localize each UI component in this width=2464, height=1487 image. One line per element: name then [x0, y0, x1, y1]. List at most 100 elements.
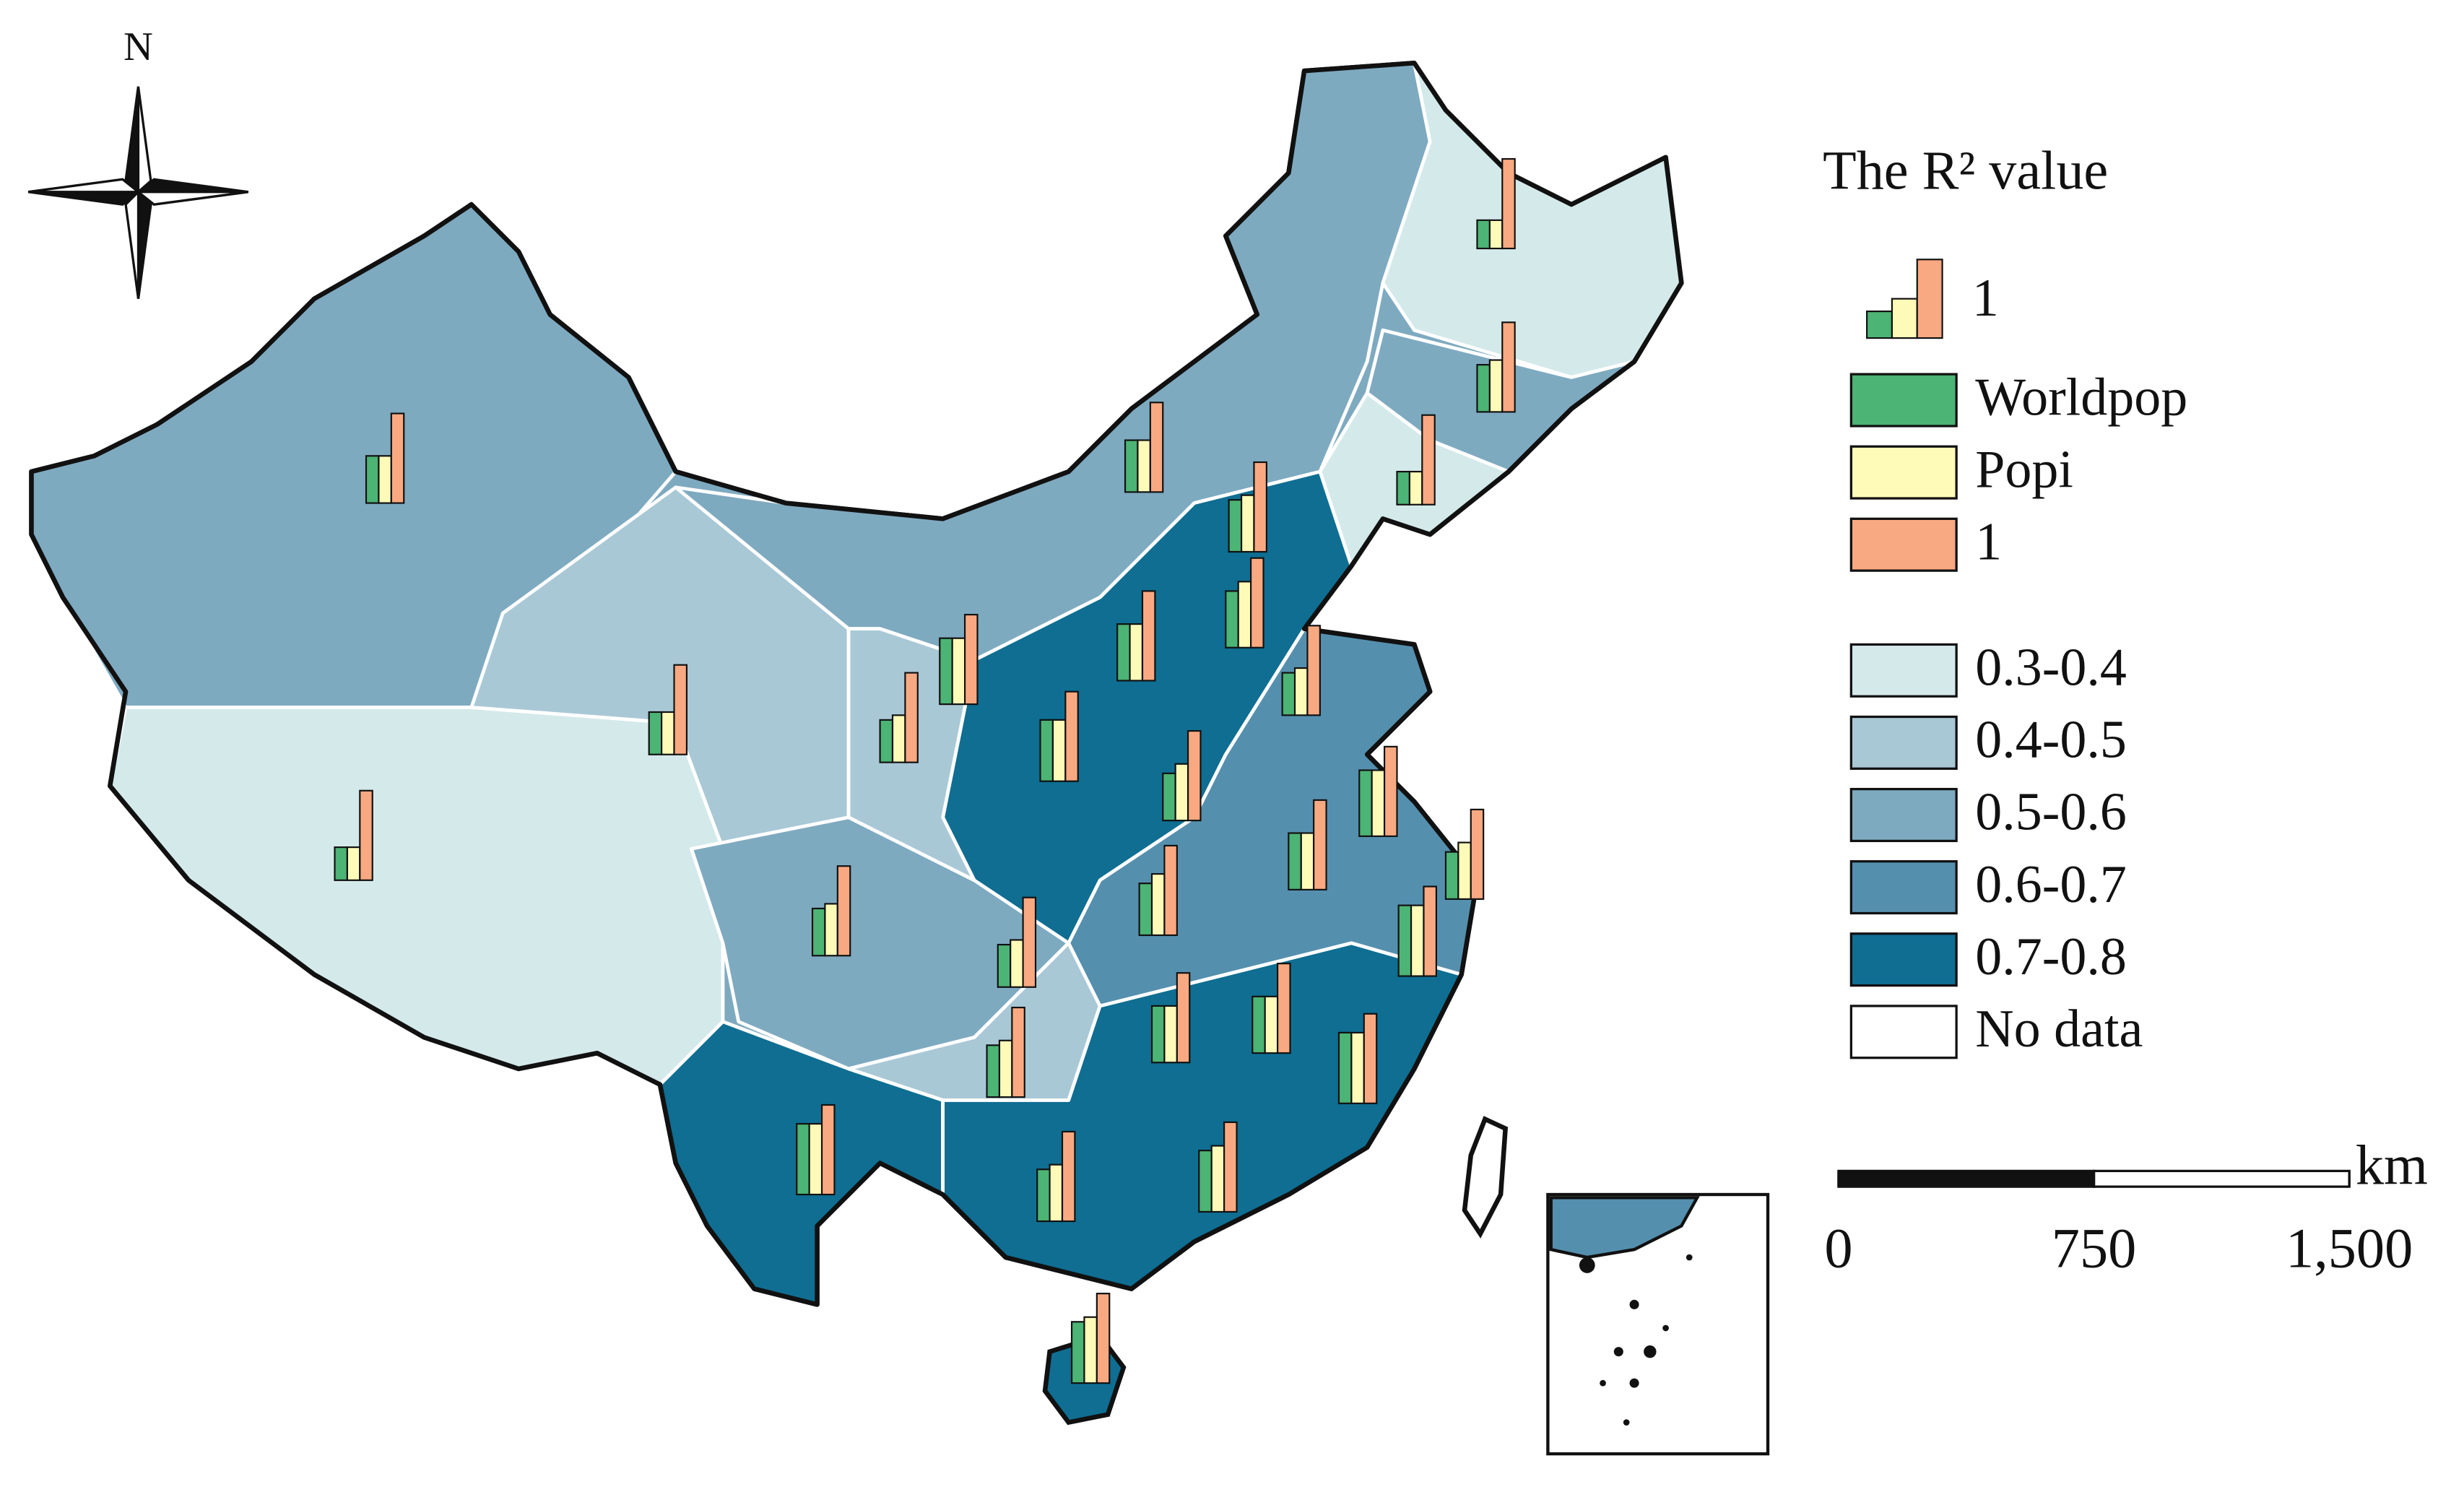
bar: [891, 714, 906, 763]
bar: [1240, 494, 1255, 553]
legend-swatch: [1849, 932, 1958, 987]
bar: [1383, 745, 1398, 837]
bar: [1277, 963, 1291, 1054]
bar: [1371, 769, 1386, 837]
bar: [1363, 1013, 1378, 1104]
bar: [879, 719, 894, 763]
scale-segment: [1837, 1169, 2096, 1188]
bar: [1421, 414, 1436, 506]
bar: [1293, 667, 1309, 716]
bar: [1488, 219, 1504, 250]
bar: [1470, 808, 1485, 901]
bar: [1064, 690, 1079, 782]
bar: [997, 943, 1012, 988]
bar: [796, 1123, 810, 1196]
bar: [661, 711, 675, 755]
bar: [811, 907, 826, 957]
bar: [939, 637, 953, 706]
bar: [1444, 851, 1459, 901]
bar: [808, 1123, 823, 1196]
legend-swatch: [1849, 860, 1958, 915]
bar: [1457, 841, 1472, 901]
bar: [1501, 157, 1516, 250]
bar: [1039, 719, 1054, 782]
bar: [1358, 769, 1373, 837]
island: [1462, 1116, 1509, 1239]
bar: [986, 1044, 1001, 1098]
bar: [1070, 1321, 1085, 1384]
bar: [824, 903, 838, 957]
legend-title: The R² value: [1823, 140, 2108, 201]
inset-islands: [1579, 1254, 1693, 1426]
bar: [1350, 1031, 1365, 1104]
compass: N: [27, 25, 249, 299]
bar: [1162, 772, 1176, 822]
compass-label: N: [123, 25, 153, 69]
scale-label: 1,500: [2286, 1217, 2413, 1280]
legend-swatch: [1849, 517, 1958, 572]
scale-label: 0: [1824, 1217, 1852, 1280]
bar: [1138, 883, 1153, 937]
bar: [951, 637, 966, 706]
bar: [1253, 461, 1267, 553]
bar: [1410, 904, 1425, 977]
bar: [1022, 896, 1037, 988]
bar: [1150, 873, 1166, 937]
bar: [1049, 1163, 1064, 1223]
bar: [1476, 219, 1491, 250]
bar: [1036, 1169, 1051, 1223]
legend-swatch: [1849, 445, 1958, 500]
bar: [1423, 885, 1437, 977]
bar: [1306, 625, 1321, 716]
bar: [1237, 581, 1252, 649]
bar: [1187, 730, 1202, 822]
bar: [1124, 439, 1139, 493]
legend-label: 0.7-0.8: [1975, 927, 2127, 987]
bar: [1129, 623, 1144, 682]
bar: [1408, 470, 1423, 506]
bar: [1198, 1150, 1213, 1213]
bar: [1228, 499, 1243, 553]
bar: [1223, 1121, 1238, 1213]
legend-label: 1: [1975, 512, 2002, 571]
legend-swatch: [1849, 643, 1958, 698]
bar: [346, 846, 361, 881]
bar: [1096, 1293, 1111, 1384]
legend-symbol-label: 1: [1972, 269, 1999, 328]
bar: [820, 1104, 836, 1196]
bar: [1476, 363, 1491, 413]
bar: [1313, 799, 1327, 890]
legend-swatch: [1849, 1005, 1958, 1059]
legend-label: 0.5-0.6: [1975, 783, 2127, 842]
bar: [1264, 995, 1279, 1054]
bar: [904, 672, 919, 763]
bar: [1083, 1316, 1098, 1384]
legend-symbol: [1866, 259, 1943, 339]
region: [1381, 61, 1683, 379]
region: [108, 706, 725, 1087]
inset-land: [1549, 1196, 1700, 1260]
bar: [1251, 995, 1266, 1054]
bar: [1337, 1031, 1353, 1104]
bar: [1116, 623, 1131, 682]
bar: [1397, 904, 1413, 977]
bar: [1488, 359, 1504, 413]
bar: [1010, 939, 1024, 988]
bar: [1163, 1005, 1178, 1064]
bar: [1011, 1006, 1025, 1098]
bar: [1250, 557, 1264, 649]
bar: [1061, 1130, 1076, 1223]
bar: [334, 846, 348, 881]
legend-label: 0.6-0.7: [1975, 855, 2127, 914]
legend-swatch: [1849, 787, 1958, 843]
scale-segment: [2092, 1169, 2351, 1188]
bar: [1210, 1145, 1226, 1213]
bar: [1288, 832, 1302, 890]
bar: [1150, 1005, 1166, 1064]
scale-unit: km: [2356, 1133, 2428, 1196]
bar: [673, 664, 688, 755]
legend-label: No data: [1975, 1000, 2143, 1059]
bar: [1225, 590, 1239, 649]
